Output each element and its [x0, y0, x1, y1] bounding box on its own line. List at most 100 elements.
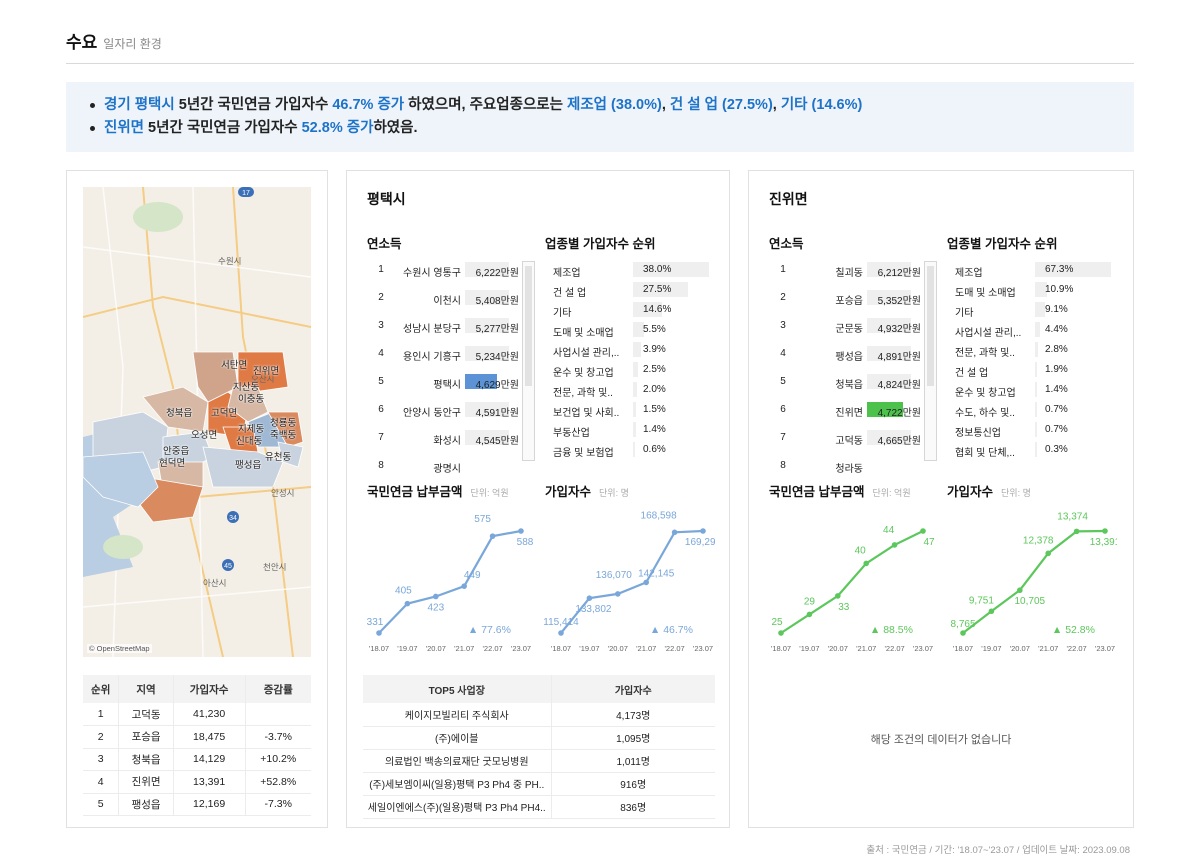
data-label: 40 — [855, 545, 867, 556]
list-item[interactable]: 7 고덕동 4,665만원 — [769, 429, 921, 447]
list-item: 기타 9.1% — [947, 301, 1115, 319]
region-name: 진위면 — [835, 408, 863, 419]
industry-value: 14.6% — [643, 304, 672, 315]
tick-label: '18.07 — [771, 644, 791, 653]
industry-bar — [1035, 362, 1038, 377]
data-label: 9,751 — [969, 595, 994, 606]
industry-title: 업종별 가입자수 순위 — [947, 237, 1058, 251]
list-item: 전문, 과학 및.. 2.8% — [947, 341, 1115, 359]
list-item[interactable]: 4 팽성읍 4,891만원 — [769, 345, 921, 363]
data-point — [376, 630, 382, 636]
income-value: 4,545만원 — [475, 436, 519, 447]
scrollbar[interactable] — [522, 261, 535, 461]
summary-industry: 기타 (14.6%) — [780, 97, 863, 113]
scrollbar-thumb[interactable] — [525, 266, 532, 386]
industry-value: 0.7% — [1045, 424, 1068, 435]
svg-text:17: 17 — [242, 190, 250, 197]
data-label: 10,705 — [1015, 596, 1046, 607]
income-bar — [867, 346, 911, 361]
list-item[interactable]: 2 포승읍 5,352만원 — [769, 289, 921, 307]
tick-label: '19.07 — [397, 644, 417, 653]
data-label: 142,145 — [638, 568, 675, 579]
scrollbar[interactable] — [924, 261, 937, 461]
map-label: 유천동 — [265, 452, 292, 463]
region-name: 화성시 — [433, 436, 461, 447]
data-point — [518, 528, 524, 534]
list-item[interactable]: 5 청북읍 4,824만원 — [769, 373, 921, 391]
industry-name: 건 설 업 — [553, 288, 587, 299]
data-label: 423 — [427, 602, 444, 613]
summary-sep: , — [661, 97, 670, 113]
list-item[interactable]: 1 수원시 영통구 6,222만원 — [367, 261, 519, 279]
income-bar — [867, 374, 911, 389]
scrollbar-thumb[interactable] — [927, 266, 934, 386]
rank-number: 2 — [378, 292, 384, 303]
industry-value: 67.3% — [1045, 264, 1074, 275]
district-map[interactable]: 17 34 45 수원시 오산시 안성시 천안시 아산시 서탄면 진위면 지산동… — [83, 187, 311, 657]
table-row: 3 청북읍 14,129 +10.2% — [83, 748, 311, 771]
map-label: 오성면 — [191, 430, 218, 441]
income-bar — [867, 262, 911, 277]
map-label: 지산동 — [233, 382, 260, 393]
list-item[interactable]: 6 안양시 동안구 4,591만원 — [367, 401, 519, 419]
table-cell: 5 — [83, 793, 120, 816]
data-point — [806, 611, 813, 618]
data-point — [960, 630, 966, 636]
summary-industry: 제조업 (38.0%) — [567, 97, 662, 113]
income-bar — [465, 430, 509, 445]
industry-value: 0.7% — [1045, 404, 1068, 415]
industry-name: 정보통신업 — [955, 428, 1001, 439]
list-item: 건 설 업 1.9% — [947, 361, 1115, 379]
data-label: 133,802 — [575, 604, 612, 615]
map-label: 서탄면 — [221, 360, 248, 371]
region-name: 평택시 — [433, 380, 461, 391]
table-row: (주)에이블 1,095명 — [363, 726, 715, 750]
table-row: 1 고덕동 41,230 — [83, 703, 311, 726]
list-item[interactable]: 2 이천시 5,408만원 — [367, 289, 519, 307]
data-point — [988, 608, 995, 615]
industry-value: 1.9% — [1045, 364, 1068, 375]
data-label: 12,378 — [1023, 535, 1054, 546]
pay-unit: 단위: 억원 — [470, 488, 509, 498]
table-header: 순위 — [83, 675, 120, 703]
industry-name: 제조업 — [955, 268, 983, 279]
industry-value: 38.0% — [643, 264, 672, 275]
list-item[interactable]: 8 광명시 — [367, 457, 519, 475]
source-footer: 출처 : 국민연금 / 기간: '18.07~'23.07 / 업데이트 날짜:… — [866, 845, 1130, 856]
series-line — [780, 530, 924, 634]
list-item[interactable]: 3 성남시 분당구 5,277만원 — [367, 317, 519, 335]
data-label: 33 — [838, 602, 850, 613]
region-name: 광명시 — [433, 464, 461, 475]
list-item[interactable]: 1 칠괴동 6,212만원 — [769, 261, 921, 279]
table-cell: (주)세보엠이씨(일용)평택 P3 Ph4 중 PH.. — [363, 772, 552, 796]
table-row: 2 포승읍 18,475 -3.7% — [83, 725, 311, 749]
list-item[interactable]: 7 화성시 4,545만원 — [367, 429, 519, 447]
tick-label: '19.07 — [579, 644, 599, 653]
map-label: 안중읍 — [163, 446, 190, 457]
summary-sep: , — [772, 97, 781, 113]
list-item[interactable]: 6 진위면 4,722만원 — [769, 401, 921, 419]
income-list[interactable]: 1 수원시 영통구 6,222만원 2 이천시 5,408만원 3 성남시 분당구 5,277만… — [367, 261, 535, 485]
income-list[interactable]: 1 칠괴동 6,212만원 2 포승읍 5,352만원 3 군문동 4,932만원 4 팽성읍 4,8… — [769, 261, 937, 485]
list-item: 도매 및 소매업 10.9% — [947, 281, 1115, 299]
industry-name: 운수 및 창고업 — [955, 388, 1016, 399]
industry-value: 1.4% — [1045, 384, 1068, 395]
income-value: 4,665만원 — [877, 436, 921, 447]
table-row: 케이지모빌리티 주식회사 4,173명 — [363, 703, 715, 727]
list-item: 보건업 및 사회.. 1.5% — [545, 401, 713, 419]
data-point — [920, 528, 926, 534]
list-item[interactable]: 3 군문동 4,932만원 — [769, 317, 921, 335]
table-cell: 18,475 — [173, 725, 246, 749]
data-point — [433, 593, 439, 600]
list-item[interactable]: 5 평택시 4,629만원 — [367, 373, 519, 391]
data-point — [671, 529, 678, 536]
data-label: 44 — [883, 525, 895, 536]
region-name: 이천시 — [433, 296, 461, 307]
list-item: 제조업 67.3% — [947, 261, 1115, 279]
members-title-text: 가입자수 — [947, 485, 994, 499]
list-item[interactable]: 4 용인시 기흥구 5,234만원 — [367, 345, 519, 363]
map-label: 진위면 — [253, 366, 280, 377]
list-item[interactable]: 8 청라동 — [769, 457, 921, 475]
industry-name: 운수 및 창고업 — [553, 368, 614, 379]
table-cell: 836명 — [551, 795, 715, 819]
